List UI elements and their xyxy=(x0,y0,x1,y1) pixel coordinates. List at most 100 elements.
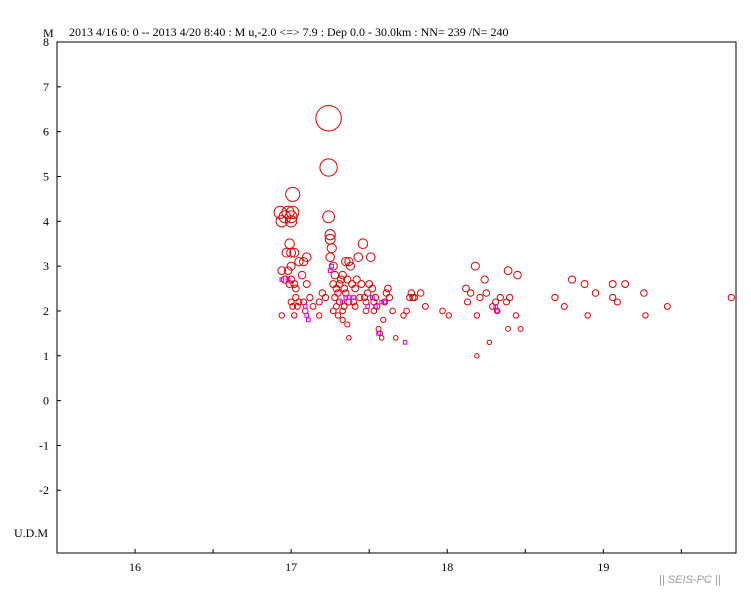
earthquake-point xyxy=(486,339,493,346)
earthquake-point xyxy=(496,293,504,302)
earthquake-point xyxy=(353,252,364,262)
earthquake-point xyxy=(301,252,312,262)
earthquake-point xyxy=(551,293,559,302)
earthquake-point xyxy=(640,289,648,297)
x-axis-ticks: 16 17 18 19 xyxy=(129,549,682,574)
earthquake-point xyxy=(336,275,346,284)
earthquake-point xyxy=(470,261,480,271)
earthquake-point xyxy=(410,293,419,302)
earthquake-point xyxy=(609,293,617,302)
earthquake-square-point xyxy=(346,295,352,300)
earthquake-square-point xyxy=(365,304,370,309)
earthquake-point xyxy=(506,293,514,302)
earthquake-square-point xyxy=(279,277,285,282)
earthquake-square-point xyxy=(340,299,345,305)
x-tick-label: 16 xyxy=(129,560,141,574)
earthquake-point xyxy=(505,325,512,332)
earthquake-point xyxy=(473,312,481,319)
earthquake-point xyxy=(406,293,414,302)
earthquake-point xyxy=(445,312,453,319)
seis-pc-watermark: || SEIS-PC || xyxy=(659,574,721,586)
earthquake-square-point xyxy=(304,313,310,318)
earthquake-point xyxy=(280,275,290,284)
earthquake-point xyxy=(382,289,391,297)
earthquake-point xyxy=(338,270,347,280)
earthquake-point xyxy=(290,280,299,289)
earthquake-point xyxy=(357,280,366,289)
earthquake-square-point xyxy=(285,277,291,282)
earthquake-point xyxy=(517,325,524,332)
earthquake-point xyxy=(371,293,380,302)
earthquake-point xyxy=(284,238,295,249)
earthquake-point xyxy=(384,284,392,293)
y-tick-label: 8 xyxy=(43,35,49,49)
earthquake-point xyxy=(421,303,429,310)
earthquake-point xyxy=(286,247,297,258)
earthquake-point xyxy=(356,293,364,302)
y-tick-label: 4 xyxy=(43,214,49,228)
earthquake-point xyxy=(344,321,351,328)
earthquake-point xyxy=(306,293,314,302)
earthquake-point xyxy=(368,284,377,293)
earthquake-point xyxy=(345,261,355,271)
earthquake-point xyxy=(392,335,399,341)
plot-frame xyxy=(56,41,737,554)
earthquake-point xyxy=(293,303,301,310)
earthquake-square-point xyxy=(302,304,308,309)
earthquake-point xyxy=(474,353,480,359)
earthquake-point xyxy=(297,270,307,280)
earthquake-square-point xyxy=(327,268,333,273)
y-axis-symbol: M xyxy=(43,26,54,40)
earthquake-point xyxy=(339,316,346,324)
earthquake-square-point xyxy=(329,263,335,269)
earthquake-point xyxy=(291,312,298,319)
earthquake-point xyxy=(378,335,385,341)
earthquake-point xyxy=(328,261,338,271)
y-tick-label: -2 xyxy=(39,483,49,497)
earthquake-point xyxy=(339,307,346,315)
earthquake-point xyxy=(403,307,410,315)
earthquake-point xyxy=(362,307,370,315)
earthquake-point xyxy=(385,293,394,302)
earthquake-point xyxy=(321,293,330,302)
earthquake-point xyxy=(608,280,617,289)
y-tick-label: 5 xyxy=(43,169,49,183)
earthquake-point xyxy=(289,247,300,258)
earthquake-square-point xyxy=(493,304,498,309)
earthquake-point xyxy=(326,243,337,254)
earthquake-point xyxy=(463,298,472,306)
earthquake-point xyxy=(342,289,350,297)
earthquake-point xyxy=(344,256,354,267)
earthquake-point xyxy=(301,307,309,315)
earthquake-point xyxy=(482,289,491,297)
earthquake-point xyxy=(335,298,344,306)
earthquake-point xyxy=(663,303,671,310)
earthquake-point xyxy=(365,252,376,262)
earthquake-point xyxy=(380,316,387,324)
earthquake-point xyxy=(580,280,589,289)
earthquake-point xyxy=(480,275,489,284)
y-tick-label: 0 xyxy=(43,394,49,408)
earthquake-point xyxy=(476,293,484,302)
earthquake-point xyxy=(381,298,389,306)
earthquake-point xyxy=(278,210,292,224)
earthquake-point xyxy=(286,261,296,271)
earthquake-point xyxy=(319,158,338,177)
earthquake-square-point xyxy=(351,295,356,300)
earthquake-point xyxy=(335,280,344,289)
earthquake-point xyxy=(512,312,520,319)
earthquake-point xyxy=(591,289,600,297)
earthquake-point xyxy=(416,289,425,297)
earthquake-point xyxy=(285,186,301,202)
y-tick-label: 1 xyxy=(43,349,49,363)
earthquake-point xyxy=(642,312,649,319)
earthquake-square-point xyxy=(494,308,500,314)
earthquake-point xyxy=(322,210,336,224)
earthquake-point xyxy=(727,293,735,302)
earthquake-point xyxy=(341,256,351,267)
earthquake-point xyxy=(400,312,407,319)
earthquake-square-point xyxy=(370,295,375,300)
data-points xyxy=(273,104,735,359)
earthquake-point xyxy=(584,312,591,319)
earthquake-point xyxy=(560,303,568,310)
